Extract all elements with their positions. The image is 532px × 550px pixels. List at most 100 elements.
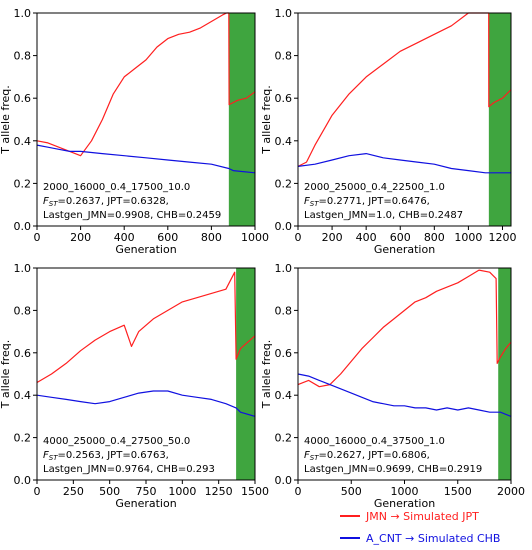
fst-subscript: ST (49, 200, 58, 208)
y-tick-label: 0.2 (275, 432, 293, 445)
annotation-line-3: Lastgen_JMN=1.0, CHB=0.2487 (304, 210, 463, 221)
series-jmn-line (297, 12, 512, 167)
x-axis-label: Generation (115, 243, 176, 256)
axes-frame (297, 267, 512, 481)
fst-values: =0.2637, JPT=0.6328, (58, 196, 169, 207)
fst-symbol: F (43, 196, 49, 207)
shaded-region (498, 268, 511, 480)
y-tick-label: 1.0 (275, 262, 293, 275)
y-tick-label: 0.0 (275, 220, 293, 233)
y-tick-label: 0.8 (275, 50, 293, 63)
legend-label-2: A_CNT → Simulated CHB (366, 532, 500, 545)
x-tick-label: 0 (34, 485, 41, 498)
x-tick-label: 1000 (241, 231, 269, 244)
axes-frame (36, 267, 256, 481)
x-tick-label: 800 (424, 231, 445, 244)
x-tick-label: 0 (295, 231, 302, 244)
y-tick-label: 0.8 (14, 50, 32, 63)
x-tick-label: 600 (157, 231, 178, 244)
x-tick-label: 1000 (168, 485, 196, 498)
series-cnt-line (297, 153, 511, 174)
y-tick-label: 1.0 (14, 7, 32, 20)
legend-label-1: JMN → Simulated JPT (365, 510, 479, 523)
series-jmn-line (297, 269, 512, 388)
y-tick-label: 0.4 (275, 389, 293, 402)
series-cnt-line (36, 144, 256, 174)
x-tick-label: 800 (201, 231, 222, 244)
y-tick-label: 0.2 (14, 177, 32, 190)
y-tick-label: 0.0 (14, 220, 32, 233)
fst-symbol: F (43, 450, 49, 461)
y-axis-label: T allele freq. (260, 85, 273, 155)
y-tick-label: 0.2 (14, 432, 32, 445)
x-tick-label: 500 (341, 485, 362, 498)
fst-subscript: ST (310, 454, 319, 462)
annotation-line-1: 2000_25000_0.4_22500_1.0 (304, 182, 445, 193)
annotation-line-1: 2000_16000_0.4_17500_10.0 (43, 182, 190, 193)
annotation-line-2: FST=0.2637, JPT=0.6328, (43, 196, 169, 208)
fst-subscript: ST (49, 454, 58, 462)
y-tick-label: 1.0 (275, 7, 293, 20)
axes-frame (297, 12, 512, 227)
panel-3: 0.0 0.2 0.4 0.6 0.8 1.0 0 250 500 750 1000 1250 1500… (0, 262, 269, 510)
x-tick-label: 1250 (205, 485, 233, 498)
panel-2: 0.0 0.2 0.4 0.6 0.8 1.0 0 200 400 600 800 1000 1200 G… (260, 7, 516, 256)
x-tick-label: 2000 (497, 485, 525, 498)
x-tick-label: 1500 (241, 485, 269, 498)
x-tick-label: 200 (322, 231, 343, 244)
x-axis-label: Generation (374, 243, 435, 256)
x-tick-label: 1200 (488, 231, 516, 244)
y-tick-label: 0.4 (275, 135, 293, 148)
series-cnt-line (36, 390, 256, 417)
fst-values: =0.2563, JPT=0.6763, (58, 450, 169, 461)
annotation-line-2: FST=0.2771, JPT=0.6476, (304, 196, 430, 208)
y-tick-label: 0.8 (275, 304, 293, 317)
fst-values: =0.2771, JPT=0.6476, (319, 196, 430, 207)
x-tick-label: 200 (70, 231, 91, 244)
fst-symbol: F (304, 450, 310, 461)
y-tick-label: 0.6 (14, 347, 32, 360)
annotation-line-3: Lastgen_JMN=0.9908, CHB=0.2459 (43, 210, 221, 221)
y-tick-label: 0.4 (14, 389, 32, 402)
annotation-line-3: Lastgen_JMN=0.9699, CHB=0.2919 (304, 464, 482, 475)
legend: JMN → Simulated JPT A_CNT → Simulated CHB (340, 510, 500, 545)
axes-frame (36, 12, 256, 227)
y-tick-label: 0.6 (14, 92, 32, 105)
x-tick-label: 400 (114, 231, 135, 244)
x-tick-label: 1500 (444, 485, 472, 498)
series-jmn-line (36, 12, 256, 157)
y-tick-label: 0.0 (14, 474, 32, 487)
shaded-region (488, 13, 511, 226)
shaded-region (228, 13, 255, 226)
y-tick-label: 0.6 (275, 92, 293, 105)
y-tick-label: 0.6 (275, 347, 293, 360)
series-cnt-line (297, 373, 512, 417)
y-tick-label: 0.0 (275, 474, 293, 487)
panel-1: 0.0 0.2 0.4 0.6 0.8 1.0 0 200 400 600 800 1000 Gener… (0, 7, 269, 256)
y-tick-label: 0.8 (14, 304, 32, 317)
y-tick-label: 0.2 (275, 177, 293, 190)
x-tick-label: 250 (63, 485, 84, 498)
x-tick-label: 1000 (454, 231, 482, 244)
x-tick-label: 0 (34, 231, 41, 244)
fst-subscript: ST (310, 200, 319, 208)
y-tick-label: 0.4 (14, 135, 32, 148)
x-tick-label: 400 (356, 231, 377, 244)
annotation-line-2: FST=0.2627, JPT=0.6806, (304, 450, 430, 462)
fst-values: =0.2627, JPT=0.6806, (319, 450, 430, 461)
annotation-line-1: 4000_16000_0.4_37500_1.0 (304, 436, 445, 447)
x-tick-label: 500 (99, 485, 120, 498)
y-axis-label: T allele freq. (260, 340, 273, 410)
shaded-region (236, 268, 255, 480)
x-tick-label: 750 (136, 485, 157, 498)
x-tick-label: 600 (390, 231, 411, 244)
x-axis-label: Generation (115, 497, 176, 510)
panel-4: 0.0 0.2 0.4 0.6 0.8 1.0 0 500 1000 1500 2000 Genera… (260, 262, 525, 510)
x-tick-label: 0 (295, 485, 302, 498)
annotation-line-2: FST=0.2563, JPT=0.6763, (43, 450, 169, 462)
annotation-line-1: 4000_25000_0.4_27500_50.0 (43, 436, 190, 447)
annotation-line-3: Lastgen_JMN=0.9764, CHB=0.293 (43, 464, 215, 475)
x-axis-label: Generation (374, 497, 435, 510)
y-axis-label: T allele freq. (0, 85, 12, 155)
